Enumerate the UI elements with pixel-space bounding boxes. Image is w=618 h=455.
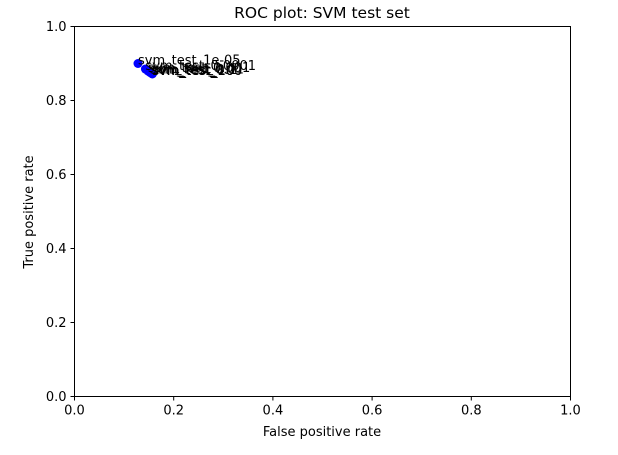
x-tick-label: 0.4 [263,404,284,419]
data-point [147,69,157,79]
data-point-label: svm_test_0.001 [148,61,250,76]
data-point-label: svm_test_0.1 [151,63,237,78]
data-point-label: svm_test_0.01 [150,62,244,77]
data-point-label: svm_test_1e-05 [138,54,241,69]
data-point-label: svm_test_0.0001 [145,59,256,74]
x-tick-label: 1.0 [560,404,581,419]
x-axis-label: False positive rate [263,425,381,440]
x-tick-label: 0.8 [461,404,482,419]
points-layer [133,59,157,79]
y-tick-label: 0.4 [46,242,67,257]
y-axis-label: True positive rate [22,155,37,269]
data-point-label: svm_test_100 [152,64,242,79]
x-tick-label: 0.0 [64,404,85,419]
y-tick-label: 0.6 [46,168,67,183]
y-tick-label: 0.0 [46,390,67,405]
y-tick-label: 0.2 [46,316,67,331]
chart-title: ROC plot: SVM test set [234,4,410,22]
ticks-layer: 0.0 0.2 0.4 0.6 0.8 1.0 0.0 0.2 0.4 0.6 0.8 1.0 [46,20,581,419]
point-labels-layer: svm_test_1e-05svm_test_0.0001svm_test_0.… [138,54,256,79]
data-point-label: svm_test_10 [152,64,234,79]
x-tick-label: 0.6 [362,404,383,419]
y-tick-label: 1.0 [46,20,67,35]
data-point [133,59,143,68]
x-tick-label: 0.2 [163,404,184,419]
axes-frame [74,26,571,397]
data-point-label: svm_test_1 [152,63,225,78]
y-tick-label: 0.8 [46,94,67,109]
